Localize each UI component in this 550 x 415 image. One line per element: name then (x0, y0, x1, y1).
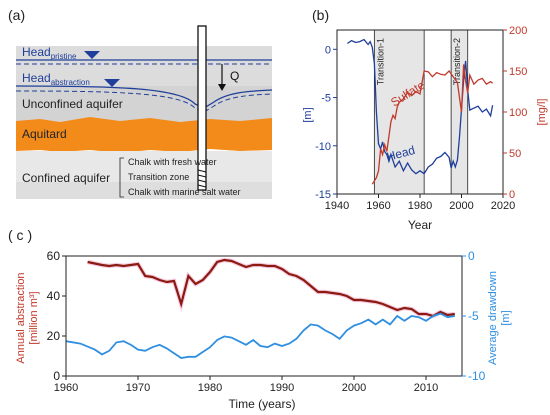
well-screen-mark (197, 169, 207, 173)
series-line-head (347, 38, 494, 175)
series-line-average-drawdown (65, 312, 455, 359)
y-right-tick-label: 0 (468, 249, 475, 263)
y-left-tick-label: 40 (47, 289, 61, 303)
y-left-tick-label: 60 (47, 249, 61, 263)
x-tick-label: 1990 (270, 382, 294, 394)
x-tick-label: 2010 (414, 382, 438, 394)
x-tick-label: 1940 (325, 200, 349, 212)
head-abstraction-line (15, 85, 273, 109)
x-tick-label: 2000 (342, 382, 366, 394)
confined-bracket (119, 157, 124, 198)
y-right-tick-label: 0 (509, 189, 515, 201)
series-halo-abstraction (87, 257, 456, 319)
y-left-tick-label: -10 (315, 141, 331, 153)
panel-c-axes: 1960 1970 1980 1990 2000 2010 0 20 40 60 0 -5 -10 (47, 249, 486, 394)
panel-c-series (65, 257, 456, 359)
panel-b-shaded-periods: Transition-1 Transition-2 (373, 29, 469, 195)
head-pristine-marker-icon (84, 51, 100, 59)
y-right-tick-label: -5 (468, 309, 479, 323)
well-screen-mark (197, 184, 207, 188)
head-abstraction-dashed-line (15, 90, 273, 113)
surface-zone (16, 46, 272, 86)
y-left-tick-label: 0 (53, 369, 60, 383)
shaded-period-1 (373, 29, 425, 195)
panel-b-series (347, 38, 494, 185)
panel-a-schematic: (a) Headpristine Headabstraction Q Uncon… (8, 7, 273, 199)
x-tick-label: 2020 (491, 200, 515, 212)
panel-a-label: (a) (8, 7, 25, 23)
salt-water-zone (16, 182, 272, 199)
y-left-tick-label: -15 (315, 189, 331, 201)
head-pristine-label: Headpristine (22, 45, 77, 61)
series-line-annual-abstraction (87, 258, 455, 318)
unconfined-aquifer-label: Unconfined aquifer (22, 97, 123, 111)
panel-c-x-axis-label: Time (years) (229, 397, 296, 411)
aquitard-label: Aquitard (22, 127, 67, 141)
panel-c-frame (65, 255, 463, 377)
shaded-period-label: Transition-1 (375, 38, 385, 85)
well-casing (197, 25, 207, 191)
x-tick-label: 1960 (366, 200, 390, 212)
panel-b-chart: (b) Transition-1 Transition-2 1940 1960 198… (302, 7, 548, 232)
panel-c-label: ( c ) (8, 227, 32, 243)
y-left-tick-label: -5 (321, 93, 331, 105)
discharge-arrow-head-icon (218, 84, 226, 91)
y-right-tick-label: -10 (468, 369, 486, 383)
chalk-fresh-label: Chalk with fresh water (128, 157, 217, 167)
y-left-tick-label: 20 (47, 329, 61, 343)
head-abstraction-marker-icon (104, 79, 120, 87)
head-abstraction-label: Headabstraction (22, 71, 90, 87)
unconfined-aquifer-zone (16, 86, 272, 122)
x-tick-label: 2000 (449, 200, 473, 212)
panel-c-left-axis-label: Annual abstraction[million m³] (15, 272, 40, 363)
panel-b-label: (b) (312, 7, 329, 23)
chalk-salt-label: Chalk with marine salt water (128, 187, 241, 197)
shaded-period-label: Transition-2 (452, 38, 462, 85)
x-tick-label: 1980 (198, 382, 222, 394)
transition-zone-label: Transition zone (128, 172, 189, 182)
well-screen-mark (197, 179, 207, 183)
y-left-tick-label: 0 (325, 44, 331, 56)
y-right-tick-label: 100 (509, 107, 527, 119)
well-screen-mark (197, 174, 207, 178)
panel-b-right-axis-label: [mg/l] (536, 99, 548, 126)
x-tick-label: 1980 (408, 200, 432, 212)
discharge-label: Q (230, 69, 239, 83)
y-right-tick-label: 50 (509, 148, 521, 160)
panel-c-right-axis-label: Average drawdown[m] (487, 271, 512, 365)
y-right-tick-label: 200 (509, 25, 527, 37)
confined-aquifer-label: Confined aquifer (22, 171, 110, 185)
y-right-tick-label: 150 (509, 66, 527, 78)
x-tick-label: 1960 (54, 382, 78, 394)
series-line-sulfate (371, 64, 494, 185)
x-tick-label: 1970 (126, 382, 150, 394)
panel-b-left-axis-label: [m] (302, 107, 314, 122)
aquitard-zone (16, 117, 272, 153)
panel-c-chart: ( c ) 1960 1970 1980 1990 2000 2010 0 20 40 60 0 -5… (8, 227, 512, 411)
panel-b-x-axis-label: Year (408, 218, 432, 232)
